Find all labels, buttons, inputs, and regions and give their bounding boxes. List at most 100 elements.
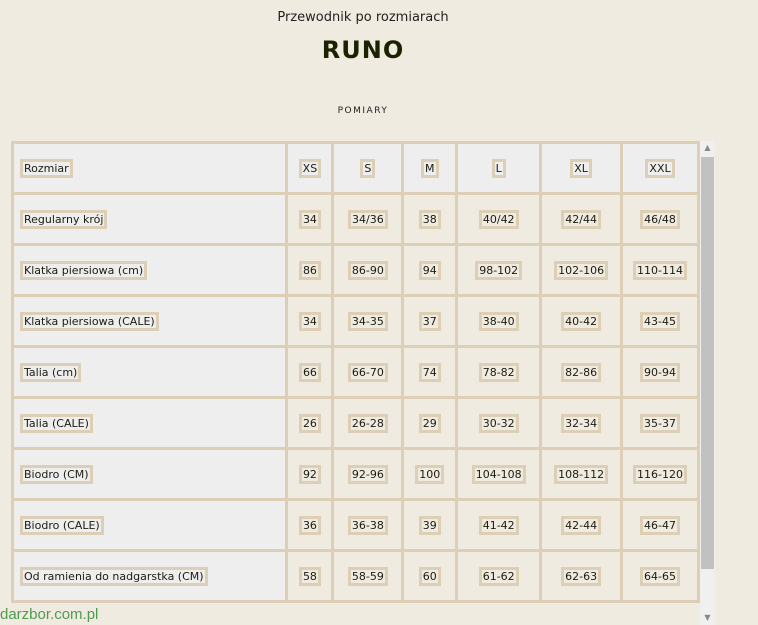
table-cell: Talia (CALE) xyxy=(11,396,289,450)
table-cell: Regularny krój xyxy=(11,192,289,246)
table-cell: 94 xyxy=(401,243,459,297)
table-cell: 64-65 xyxy=(620,549,700,603)
table-cell: 37 xyxy=(401,294,459,348)
cell-text: 46/48 xyxy=(640,209,680,229)
table-cell: Talia (cm) xyxy=(11,345,289,399)
table-cell: S xyxy=(331,141,405,195)
cell-text: 40-42 xyxy=(561,311,602,331)
cell-text: Biodro (CM) xyxy=(20,464,93,484)
table-cell: M xyxy=(401,141,459,195)
table-row: Klatka piersiowa (cm) 86 86-90 94 98-102 102-… xyxy=(11,243,700,297)
page-title: RUNO xyxy=(321,36,405,64)
table-cell: 40-42 xyxy=(539,294,624,348)
cell-text: 60 xyxy=(418,566,441,586)
cell-text: Klatka piersiowa (cm) xyxy=(20,260,148,280)
scrollbar[interactable]: ▲ ▼ xyxy=(700,141,715,625)
table-cell: 86 xyxy=(285,243,335,297)
table-cell: 35-37 xyxy=(620,396,700,450)
table-row: Talia (cm) 66 66-70 74 78-82 82-86 90-94 xyxy=(11,345,700,399)
table-cell: Od ramienia do nadgarstka (CM) xyxy=(11,549,289,603)
size-table: Rozmiar XS S M L XL XXL Regularny krój 34 34/36 38… xyxy=(11,141,700,603)
cell-text: 38 xyxy=(418,209,441,229)
table-cell: 74 xyxy=(401,345,459,399)
cell-text: 46-47 xyxy=(640,515,680,535)
table-cell: XXL xyxy=(620,141,700,195)
cell-text: 58-59 xyxy=(347,566,388,586)
cell-text: XS xyxy=(298,158,322,178)
cell-text: 92-96 xyxy=(347,464,388,484)
table-cell: 42-44 xyxy=(539,498,624,552)
cell-text: 36-38 xyxy=(347,515,388,535)
size-table-container: Rozmiar XS S M L XL XXL Regularny krój 34 34/36 38… xyxy=(11,141,700,625)
table-cell: 30-32 xyxy=(455,396,543,450)
table-cell: 98-102 xyxy=(455,243,543,297)
cell-text: 34 xyxy=(298,209,321,229)
section-heading: POMIARY xyxy=(337,106,389,116)
cell-text: Rozmiar xyxy=(20,158,73,178)
table-cell: 66-70 xyxy=(331,345,405,399)
table-cell: XS xyxy=(285,141,335,195)
table-cell: Klatka piersiowa (cm) xyxy=(11,243,289,297)
table-cell: 66 xyxy=(285,345,335,399)
cell-text: 34 xyxy=(298,311,321,331)
table-cell: XL xyxy=(539,141,624,195)
cell-text: 37 xyxy=(418,311,441,331)
table-cell: 102-106 xyxy=(539,243,624,297)
cell-text: 66 xyxy=(298,362,321,382)
cell-text: 42-44 xyxy=(561,515,602,535)
table-cell: 46-47 xyxy=(620,498,700,552)
table-cell: 26-28 xyxy=(331,396,405,450)
table-cell: 108-112 xyxy=(539,447,624,501)
table-row: Biodro (CALE) 36 36-38 39 41-42 42-44 46-47 xyxy=(11,498,700,552)
cell-text: 100 xyxy=(415,464,445,484)
table-cell: 116-120 xyxy=(620,447,700,501)
cell-text: Od ramienia do nadgarstka (CM) xyxy=(20,566,208,586)
table-cell: Biodro (CM) xyxy=(11,447,289,501)
scrollbar-thumb[interactable] xyxy=(701,157,714,569)
cell-text: M xyxy=(421,158,439,178)
cell-text: 74 xyxy=(418,362,441,382)
cell-text: 34-35 xyxy=(347,311,388,331)
table-cell: 62-63 xyxy=(539,549,624,603)
cell-text: 86 xyxy=(298,260,321,280)
table-cell: 58 xyxy=(285,549,335,603)
cell-text: 82-86 xyxy=(561,362,602,382)
scroll-down-icon[interactable]: ▼ xyxy=(704,613,711,622)
cell-text: 32-34 xyxy=(561,413,602,433)
table-cell: 60 xyxy=(401,549,459,603)
cell-text: 38-40 xyxy=(478,311,519,331)
table-cell: 82-86 xyxy=(539,345,624,399)
table-row: Talia (CALE) 26 26-28 29 30-32 32-34 35-37 xyxy=(11,396,700,450)
page-subtitle: Przewodnik po rozmiarach xyxy=(277,10,449,25)
cell-text: 108-112 xyxy=(554,464,609,484)
table-cell: 100 xyxy=(401,447,459,501)
table-cell: 42/44 xyxy=(539,192,624,246)
cell-text: 36 xyxy=(298,515,321,535)
table-cell: 38-40 xyxy=(455,294,543,348)
cell-text: XXL xyxy=(645,158,675,178)
cell-text: Klatka piersiowa (CALE) xyxy=(20,311,159,331)
cell-text: 26-28 xyxy=(347,413,388,433)
table-cell: 92 xyxy=(285,447,335,501)
table-cell: L xyxy=(455,141,543,195)
cell-text: 26 xyxy=(298,413,321,433)
cell-text: 86-90 xyxy=(347,260,388,280)
table-cell: 32-34 xyxy=(539,396,624,450)
cell-text: 39 xyxy=(418,515,441,535)
cell-text: 78-82 xyxy=(478,362,519,382)
table-cell: 61-62 xyxy=(455,549,543,603)
cell-text: 64-65 xyxy=(640,566,680,586)
cell-text: 42/44 xyxy=(561,209,601,229)
table-cell: 34 xyxy=(285,192,335,246)
cell-text: 29 xyxy=(418,413,441,433)
table-cell: 36-38 xyxy=(331,498,405,552)
table-cell: 92-96 xyxy=(331,447,405,501)
table-cell: 34 xyxy=(285,294,335,348)
table-row: Od ramienia do nadgarstka (CM) 58 58-59 60 6… xyxy=(11,549,700,603)
cell-text: Biodro (CALE) xyxy=(20,515,104,535)
table-cell: 78-82 xyxy=(455,345,543,399)
table-cell: 29 xyxy=(401,396,459,450)
table-cell: 26 xyxy=(285,396,335,450)
table-cell: 34/36 xyxy=(331,192,405,246)
scroll-up-icon[interactable]: ▲ xyxy=(704,143,711,152)
